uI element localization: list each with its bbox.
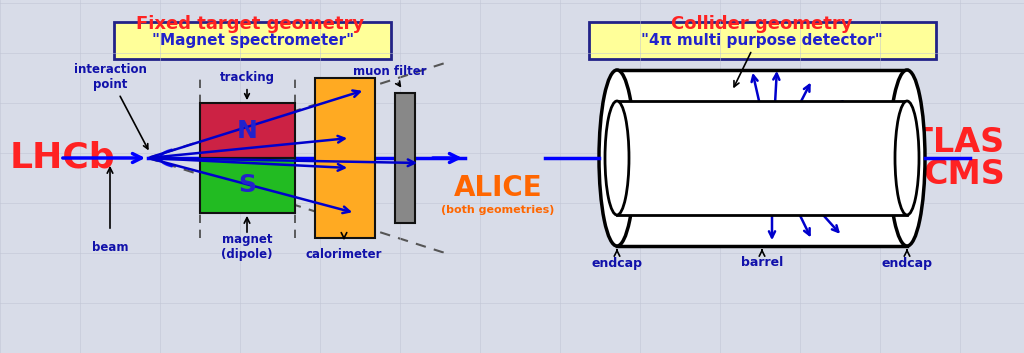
Text: LHCb: LHCb	[10, 141, 116, 175]
FancyBboxPatch shape	[589, 22, 936, 59]
Bar	[200, 158, 295, 213]
Bar	[617, 101, 907, 215]
Text: ATLAS: ATLAS	[888, 126, 1005, 160]
Text: ALICE: ALICE	[454, 174, 543, 202]
Text: CMS: CMS	[924, 158, 1005, 191]
Text: calorimeter: calorimeter	[306, 248, 382, 261]
Ellipse shape	[895, 101, 919, 215]
Text: beam: beam	[92, 241, 128, 254]
Text: tracking: tracking	[219, 71, 274, 98]
Text: endcap: endcap	[882, 257, 933, 269]
Text: endcap: endcap	[592, 257, 642, 269]
FancyBboxPatch shape	[114, 22, 391, 59]
Bar	[315, 78, 375, 238]
Bar	[200, 103, 295, 158]
Text: magnet
(dipole): magnet (dipole)	[221, 233, 272, 261]
Ellipse shape	[599, 70, 635, 246]
Text: S: S	[239, 173, 256, 197]
Text: interaction
point: interaction point	[74, 63, 147, 149]
Text: Collider geometry: Collider geometry	[672, 15, 853, 33]
Ellipse shape	[889, 70, 925, 246]
Text: barrel: barrel	[741, 257, 783, 269]
Text: "Magnet spectrometer": "Magnet spectrometer"	[152, 34, 354, 48]
Text: "4π multi purpose detector": "4π multi purpose detector"	[641, 34, 883, 48]
Ellipse shape	[605, 101, 629, 215]
Bar	[395, 93, 415, 223]
Text: muon filter: muon filter	[353, 65, 427, 86]
Text: Fixed target geometry: Fixed target geometry	[136, 15, 365, 33]
Bar	[617, 70, 907, 246]
Text: N: N	[238, 119, 258, 143]
Text: (both geometries): (both geometries)	[441, 205, 555, 215]
